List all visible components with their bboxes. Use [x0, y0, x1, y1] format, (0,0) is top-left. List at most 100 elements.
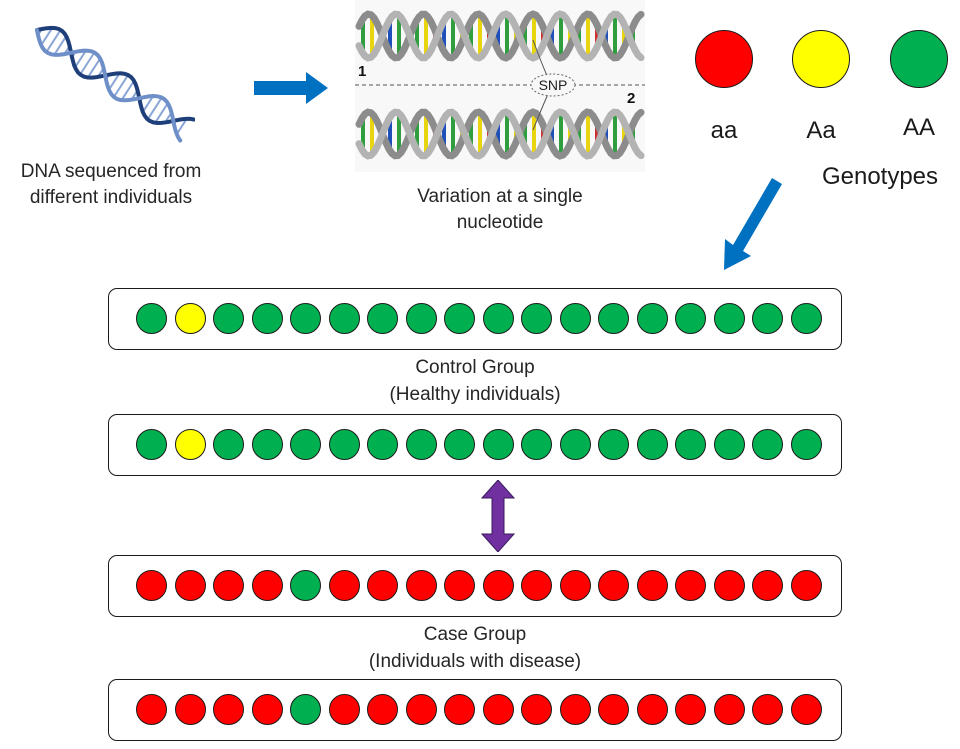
arrow-right-icon — [254, 72, 328, 104]
individual-AA — [713, 303, 745, 334]
individual-aa — [598, 694, 629, 725]
individual-aa — [251, 694, 283, 725]
control-row-2 — [108, 414, 842, 476]
dna-caption-line1: DNA sequenced from — [20, 161, 202, 182]
individual-AA — [675, 429, 706, 460]
individual-AA — [213, 303, 244, 334]
genotypes-title: Genotypes — [821, 163, 939, 190]
individual-aa — [482, 570, 514, 601]
individual-AA — [675, 303, 706, 334]
genotype-label-Aa: Aa — [806, 117, 836, 144]
individual-AA — [790, 429, 822, 460]
snp-caption: Variation at a single nucleotide — [385, 184, 615, 236]
individual-aa — [405, 694, 437, 725]
individual-AA — [482, 303, 514, 334]
individual-aa — [752, 694, 783, 725]
individual-aa — [521, 570, 552, 601]
dna-caption: DNA sequenced from different individuals — [0, 159, 222, 211]
snp-illustration: SNP 1 2 — [355, 0, 645, 172]
individual-AA — [521, 303, 552, 334]
individual-aa — [444, 570, 475, 601]
individual-aa — [482, 694, 514, 725]
individual-AA — [598, 303, 629, 334]
individual-AA — [559, 429, 591, 460]
individual-aa — [136, 694, 167, 725]
individual-aa — [367, 570, 398, 601]
individual-aa — [251, 570, 283, 601]
individual-aa — [675, 694, 706, 725]
individual-aa — [636, 570, 668, 601]
individual-aa — [136, 570, 167, 601]
individual-AA — [482, 429, 514, 460]
individual-aa — [521, 694, 552, 725]
genotype-circle-aa — [695, 30, 753, 88]
snp-caption-line1: Variation at a single — [417, 186, 583, 207]
individual-AA — [213, 429, 244, 460]
individual-aa — [713, 570, 745, 601]
individual-AA — [367, 303, 398, 334]
control-label-line1: Control Group — [415, 357, 535, 378]
individual-aa — [367, 694, 398, 725]
case-label-line2: (Individuals with disease) — [368, 651, 582, 672]
individual-AA — [290, 429, 321, 460]
individual-AA — [251, 303, 283, 334]
strand-number-2: 2 — [627, 90, 635, 107]
individual-AA — [559, 303, 591, 334]
individual-aa — [174, 570, 206, 601]
individual-AA — [752, 303, 783, 334]
individual-AA — [790, 303, 822, 334]
dna-helix-icon — [35, 25, 195, 143]
case-row-2 — [108, 679, 842, 741]
individual-AA — [251, 429, 283, 460]
genotype-circle-AA — [890, 30, 948, 88]
individual-aa — [713, 694, 745, 725]
individual-AA — [521, 429, 552, 460]
individual-aa — [752, 570, 783, 601]
snp-caption-line2: nucleotide — [456, 212, 544, 233]
individual-aa — [174, 694, 206, 725]
individual-AA — [444, 303, 475, 334]
individual-AA — [713, 429, 745, 460]
snp-helix-pair-icon: SNP 1 2 — [355, 10, 645, 160]
individual-AA — [752, 429, 783, 460]
individual-AA — [444, 429, 475, 460]
individual-aa — [328, 694, 360, 725]
individual-aa — [213, 694, 244, 725]
individual-AA — [290, 694, 321, 725]
individual-aa — [598, 570, 629, 601]
individual-aa — [790, 694, 822, 725]
individual-Aa — [174, 429, 206, 460]
individual-aa — [559, 694, 591, 725]
individual-AA — [405, 303, 437, 334]
individual-aa — [675, 570, 706, 601]
individual-AA — [367, 429, 398, 460]
individual-Aa — [174, 303, 206, 334]
individual-AA — [290, 303, 321, 334]
arrow-down-left-icon — [724, 178, 782, 270]
individual-AA — [328, 303, 360, 334]
individual-AA — [136, 303, 167, 334]
strand-number-1: 1 — [358, 63, 366, 80]
case-group-label: Case Group (Individuals with disease) — [108, 621, 842, 675]
control-group-label: Control Group (Healthy individuals) — [108, 354, 842, 408]
individual-aa — [328, 570, 360, 601]
control-row-1 — [108, 288, 842, 350]
individual-AA — [405, 429, 437, 460]
individual-aa — [559, 570, 591, 601]
individual-aa — [790, 570, 822, 601]
individual-AA — [636, 303, 668, 334]
case-label-line1: Case Group — [423, 624, 527, 645]
individual-AA — [328, 429, 360, 460]
individual-AA — [598, 429, 629, 460]
genotype-label-aa: aa — [710, 117, 738, 144]
individual-aa — [405, 570, 437, 601]
individual-AA — [136, 429, 167, 460]
individual-aa — [444, 694, 475, 725]
control-label-line2: (Healthy individuals) — [389, 384, 561, 405]
snp-label: SNP — [539, 77, 568, 93]
case-row-1 — [108, 555, 842, 617]
individual-aa — [636, 694, 668, 725]
individual-AA — [290, 570, 321, 601]
individual-AA — [636, 429, 668, 460]
dna-caption-line2: different individuals — [29, 187, 193, 208]
